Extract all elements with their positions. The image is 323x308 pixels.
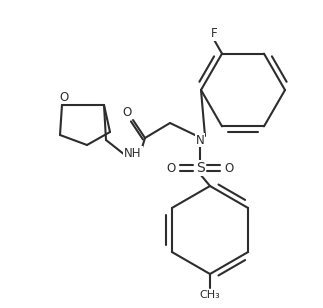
Text: O: O — [59, 91, 68, 103]
Text: O: O — [122, 106, 132, 119]
Text: O: O — [224, 161, 234, 175]
Text: F: F — [211, 27, 217, 40]
Text: NH: NH — [124, 147, 142, 160]
Text: N: N — [196, 133, 204, 147]
Text: O: O — [166, 161, 176, 175]
Text: S: S — [196, 161, 204, 175]
Text: CH₃: CH₃ — [200, 290, 220, 300]
